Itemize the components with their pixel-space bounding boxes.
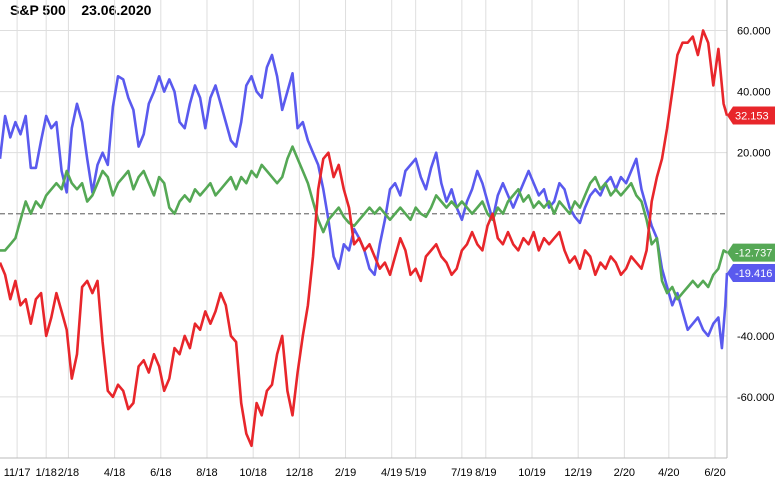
grid <box>0 0 728 459</box>
badge-shape <box>727 243 775 262</box>
badge-shape <box>727 264 775 283</box>
badge-label: -12.737 <box>735 248 772 260</box>
badge-shape <box>727 106 775 125</box>
x-tick-label: 4/20 <box>658 467 679 479</box>
series-line-0 <box>0 53 729 350</box>
y-tick-label: 60.000 <box>737 26 771 38</box>
x-tick-label: 1/18 <box>35 467 56 479</box>
x-axis: 11/17 1/18 2/18 4/18 6/18 8/18 10/18 12/18 2/19 4… <box>4 467 726 479</box>
x-tick-label: 6/20 <box>704 467 725 479</box>
x-tick-label: 10/19 <box>518 467 546 479</box>
x-tick-label: 6/18 <box>150 467 171 479</box>
y-tick-label: -60.000 <box>737 392 774 404</box>
series-layer <box>0 29 729 448</box>
x-tick-label: 8/19 <box>475 467 496 479</box>
y-tick-label: 40.000 <box>737 87 771 99</box>
x-tick-label: 11/17 <box>4 467 31 479</box>
badge-label: -19.416 <box>735 268 772 280</box>
x-tick-label: 4/18 <box>104 467 125 479</box>
x-tick-label: 12/18 <box>286 467 314 479</box>
series-line-2 <box>0 29 729 448</box>
x-tick-label: 8/18 <box>196 467 217 479</box>
date-label: 23.06.2020 <box>81 2 152 18</box>
x-tick-label: 2/19 <box>335 467 356 479</box>
x-tick-label: 12/19 <box>564 467 592 479</box>
x-tick-label: 7/19 <box>451 467 472 479</box>
last-value-badges: -19.416 -12.737 32.153 <box>727 106 775 283</box>
last-value-badge: 32.153 <box>727 106 775 125</box>
y-axis: 60.000 40.000 20.000 -40.000 -60.000 <box>737 26 774 404</box>
last-value-badge: -12.737 <box>727 243 775 262</box>
x-tick-label: 2/18 <box>58 467 79 479</box>
x-tick-label: 2/20 <box>614 467 635 479</box>
badge-label: 32.153 <box>735 111 769 123</box>
last-value-badge: -19.416 <box>727 264 775 283</box>
y-tick-label: 20.000 <box>737 148 771 160</box>
x-tick-label: 4/19 <box>381 467 402 479</box>
y-tick-label: -40.000 <box>737 331 774 343</box>
series-line-1 <box>0 145 728 301</box>
x-tick-label: 5/19 <box>405 467 426 479</box>
x-tick-label: 10/18 <box>239 467 267 479</box>
